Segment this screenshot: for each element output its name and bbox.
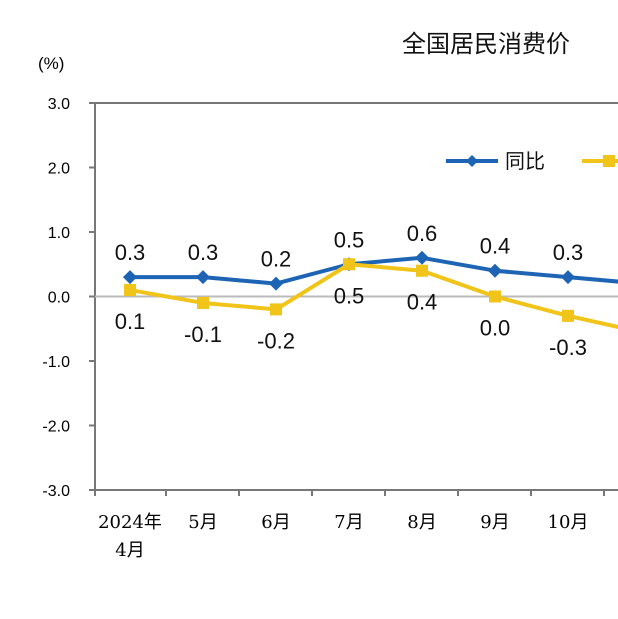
data-label-series-1: 0.6	[407, 221, 438, 246]
y-tick-labels: 3.0 2.0 1.0 0.0 -1.0 -2.0 -3.0	[42, 96, 70, 500]
data-label-series-1: 0.5	[334, 227, 365, 252]
x-tick-label: 10月	[548, 512, 589, 533]
series-2-point	[489, 290, 501, 303]
y-tick-label: -2.0	[42, 419, 70, 436]
series-2-point	[124, 284, 136, 297]
axes	[89, 102, 618, 496]
data-label-series-1: 0.3	[115, 240, 146, 265]
series-line-1	[130, 255, 618, 286]
x-tick-labels: 2024年4月5月6月7月8月9月10月1	[98, 512, 589, 561]
data-label-series-2: 0.0	[480, 316, 511, 341]
chart-title: 全国居民消费价	[402, 30, 570, 58]
series-1-point	[269, 276, 283, 291]
data-label-series-2: -0.1	[184, 322, 222, 347]
series-1-point	[196, 270, 210, 285]
data-label-series-1: 0.2	[261, 247, 292, 272]
series-lines	[123, 250, 618, 329]
y-tick-label: 2.0	[48, 161, 70, 178]
series-2-point	[416, 264, 428, 277]
series-1-point	[488, 263, 502, 278]
series-1-point	[561, 270, 575, 285]
y-tick-label: 1.0	[48, 225, 70, 242]
y-tick-label: 0.0	[48, 290, 70, 307]
data-label-series-2: 0.4	[407, 290, 438, 315]
y-tick-label: -1.0	[42, 354, 70, 371]
data-label-series-2: 0.5	[334, 283, 365, 308]
series-2-point	[270, 303, 282, 316]
series-2-point	[197, 296, 209, 309]
data-label-series-2: -0.3	[549, 335, 587, 360]
data-label-series-1: 0.3	[553, 240, 584, 265]
data-label-series-2: -0.2	[257, 328, 295, 353]
y-tick-label: 3.0	[48, 96, 70, 113]
x-tick-label: 4月	[115, 540, 144, 561]
series-line-2	[129, 262, 618, 329]
data-label-series-1: 0.3	[188, 240, 219, 265]
legend: 同比	[446, 149, 618, 173]
x-tick-label: 5月	[188, 512, 217, 533]
x-tick-label: 7月	[334, 512, 363, 533]
x-tick-label: 9月	[480, 512, 509, 533]
series-1-point	[415, 250, 429, 265]
series-2-point	[343, 258, 355, 271]
legend-marker-series-2	[603, 155, 615, 167]
x-tick-label: 8月	[407, 512, 436, 533]
legend-marker-series-1	[466, 155, 478, 167]
legend-label-series-1: 同比	[505, 149, 545, 173]
series-2-point	[562, 309, 574, 322]
y-axis-unit: (%)	[38, 54, 64, 73]
data-label-series-1: 0.4	[480, 234, 511, 259]
series-1-point	[123, 270, 137, 285]
x-tick-label: 2024年	[98, 512, 162, 533]
data-labels: 0.3 0.3 0.2 0.5 0.6 0.4 0.3 0.1 -0.1 -0.2 0.5 0.4 0.…	[115, 221, 587, 360]
y-tick-label: -3.0	[42, 483, 70, 500]
x-tick-label: 6月	[261, 512, 290, 533]
data-label-series-2: 0.1	[115, 309, 146, 334]
